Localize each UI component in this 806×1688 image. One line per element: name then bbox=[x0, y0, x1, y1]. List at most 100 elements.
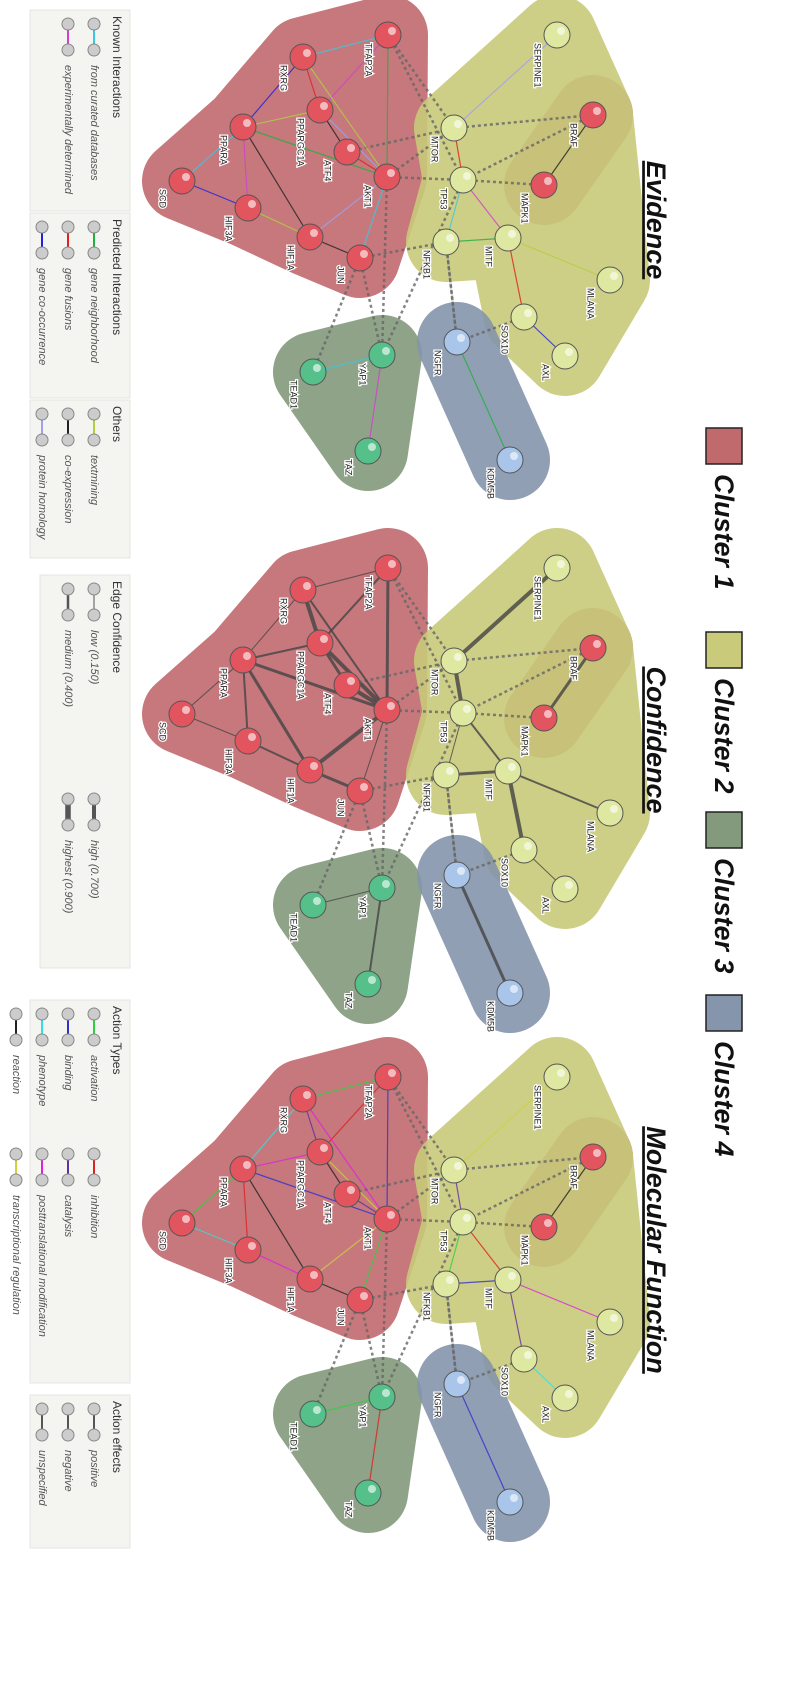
node-label: TAZ bbox=[344, 459, 354, 476]
protein-node bbox=[299, 891, 327, 919]
node-label: KDM5B bbox=[486, 468, 496, 499]
legend-icon-ball bbox=[61, 1033, 75, 1047]
legend-heading: Predicted Interactions bbox=[110, 219, 124, 335]
protein-node bbox=[530, 171, 558, 199]
node-highlight bbox=[463, 705, 471, 713]
protein-node bbox=[596, 1308, 624, 1336]
node-label: JUN bbox=[336, 1308, 346, 1326]
legend-heading: Action effects bbox=[110, 1401, 124, 1473]
edge bbox=[358, 790, 384, 889]
edge bbox=[386, 34, 389, 178]
edge bbox=[385, 567, 390, 711]
node-highlight bbox=[313, 364, 321, 372]
legend-item: low (0.150) bbox=[88, 630, 100, 685]
edge bbox=[242, 658, 388, 712]
edge bbox=[359, 1282, 447, 1302]
node-label: AKT1 bbox=[363, 718, 373, 741]
legend-icon-ball bbox=[9, 1033, 23, 1047]
node-highlight bbox=[388, 1069, 396, 1077]
node-label: JUN bbox=[336, 266, 346, 284]
protein-node bbox=[306, 1138, 334, 1166]
node-highlight bbox=[510, 985, 518, 993]
node-highlight bbox=[382, 880, 390, 888]
edge bbox=[456, 1383, 511, 1503]
edge bbox=[241, 659, 312, 771]
node-highlight bbox=[457, 867, 465, 875]
node-highlight bbox=[463, 172, 471, 180]
node-label: TAZ bbox=[344, 1501, 354, 1518]
node-highlight bbox=[347, 144, 355, 152]
node-label: AKT1 bbox=[363, 185, 373, 208]
node-highlight bbox=[463, 1214, 471, 1222]
node-label: BRAF bbox=[569, 1165, 579, 1190]
panel-title: Evidence bbox=[641, 161, 671, 280]
protein-node bbox=[354, 1479, 382, 1507]
cluster-swatch bbox=[705, 811, 743, 849]
edge bbox=[462, 113, 594, 182]
edge bbox=[456, 341, 511, 461]
protein-node bbox=[440, 114, 468, 142]
node-label: SOX10 bbox=[500, 858, 510, 887]
node-highlight bbox=[457, 334, 465, 342]
node-highlight bbox=[360, 783, 368, 791]
node-label: NGFR bbox=[433, 1392, 443, 1418]
node-highlight bbox=[565, 348, 573, 356]
protein-node bbox=[543, 554, 571, 582]
edge bbox=[308, 708, 389, 772]
node-label: TEAD1 bbox=[289, 380, 299, 409]
edge bbox=[358, 257, 384, 356]
node-highlight bbox=[368, 443, 376, 451]
legend-icon-ball bbox=[61, 43, 75, 57]
node-label: SCD bbox=[158, 1231, 168, 1251]
protein-node bbox=[346, 1286, 374, 1314]
node-label: TEAD1 bbox=[289, 913, 299, 942]
legend-item: experimentally determined bbox=[62, 65, 74, 195]
edge bbox=[380, 179, 465, 356]
node-highlight bbox=[510, 452, 518, 460]
node-label: PPARA bbox=[219, 1177, 229, 1207]
legend-icon-ball bbox=[61, 818, 75, 832]
edge bbox=[302, 567, 389, 591]
edge bbox=[453, 646, 594, 663]
node-highlight bbox=[182, 1215, 190, 1223]
legend-item: high (0.700) bbox=[88, 840, 100, 899]
edge bbox=[311, 257, 362, 373]
legend-box bbox=[29, 999, 131, 1384]
edge bbox=[242, 1098, 304, 1170]
node-label: PPARGC1A bbox=[296, 118, 306, 166]
node-label: TFAP2A bbox=[364, 1085, 374, 1119]
legend-icon-ball bbox=[9, 1173, 23, 1187]
edge bbox=[462, 178, 545, 187]
node-highlight bbox=[303, 49, 311, 57]
node-label: HIF1A bbox=[286, 1287, 296, 1313]
edge bbox=[181, 659, 244, 715]
node-label: BRAF bbox=[569, 123, 579, 148]
node-label: MTOR bbox=[430, 136, 440, 163]
legend-item: negative bbox=[62, 1450, 74, 1492]
legend-icon-ball bbox=[87, 433, 101, 447]
protein-node bbox=[579, 1143, 607, 1171]
node-label: ATF4 bbox=[323, 1202, 333, 1223]
cluster-swatch bbox=[705, 631, 743, 669]
protein-node bbox=[496, 1488, 524, 1516]
legend-item: binding bbox=[62, 1055, 74, 1091]
edge bbox=[462, 711, 545, 720]
edge bbox=[453, 1155, 594, 1172]
legend-item: textmining bbox=[88, 455, 100, 506]
node-highlight bbox=[313, 1406, 321, 1414]
protein-node bbox=[299, 1400, 327, 1428]
protein-node bbox=[494, 224, 522, 252]
protein-node bbox=[494, 757, 522, 785]
legend-icon-ball bbox=[35, 246, 49, 260]
node-label: YAP1 bbox=[358, 363, 368, 385]
node-highlight bbox=[557, 27, 565, 35]
node-label: TFAP2A bbox=[364, 576, 374, 610]
node-highlight bbox=[524, 309, 532, 317]
edge bbox=[242, 1168, 249, 1251]
protein-node bbox=[551, 342, 579, 370]
node-highlight bbox=[508, 1272, 516, 1280]
node-label: MLANA bbox=[586, 821, 596, 852]
node-label: MITF bbox=[484, 246, 494, 267]
legend-heading: Known Interactions bbox=[110, 16, 124, 118]
protein-node bbox=[368, 1383, 396, 1411]
